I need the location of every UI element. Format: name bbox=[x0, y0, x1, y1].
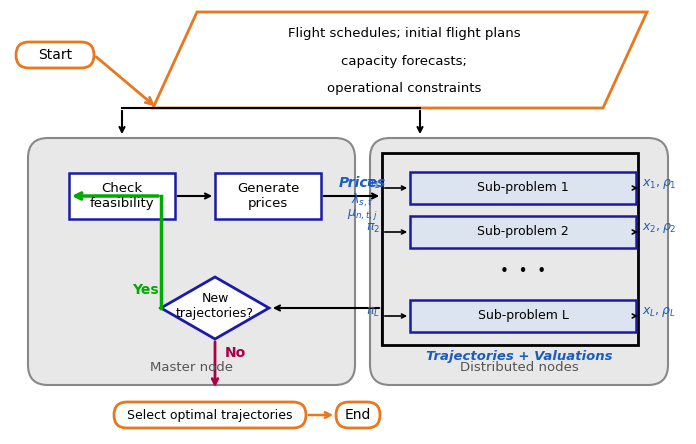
Text: Trajectories + Valuations: Trajectories + Valuations bbox=[426, 349, 612, 362]
Text: No: No bbox=[224, 346, 246, 360]
Bar bbox=[410, 300, 636, 332]
Text: trajectories?: trajectories? bbox=[176, 308, 254, 321]
Text: operational constraints: operational constraints bbox=[327, 82, 481, 95]
Text: feasibility: feasibility bbox=[90, 198, 155, 210]
Text: $\mu_{n,t,j}$: $\mu_{n,t,j}$ bbox=[347, 206, 378, 222]
Bar bbox=[410, 216, 636, 248]
Text: $\pi_2$: $\pi_2$ bbox=[366, 222, 380, 234]
FancyBboxPatch shape bbox=[114, 402, 306, 428]
FancyBboxPatch shape bbox=[28, 138, 355, 385]
Text: prices: prices bbox=[248, 198, 288, 210]
Text: End: End bbox=[345, 408, 371, 422]
Text: $x_L, \rho_L$: $x_L, \rho_L$ bbox=[642, 305, 676, 319]
FancyBboxPatch shape bbox=[16, 42, 94, 68]
Text: Prices: Prices bbox=[339, 176, 386, 190]
Text: New: New bbox=[201, 292, 229, 305]
Text: Master node: Master node bbox=[150, 361, 233, 373]
Text: $x_2, \rho_2$: $x_2, \rho_2$ bbox=[642, 221, 677, 235]
Text: •  •  •: • • • bbox=[500, 265, 546, 280]
Polygon shape bbox=[161, 277, 269, 339]
Text: Sub-problem 2: Sub-problem 2 bbox=[477, 226, 569, 238]
Text: Generate: Generate bbox=[237, 182, 299, 194]
Bar bbox=[410, 172, 636, 204]
Polygon shape bbox=[153, 12, 647, 108]
Text: Start: Start bbox=[38, 48, 72, 62]
Bar bbox=[69, 173, 175, 219]
Text: capacity forecasts;: capacity forecasts; bbox=[341, 56, 467, 68]
Text: $\pi_1$: $\pi_1$ bbox=[365, 178, 380, 190]
Bar bbox=[382, 153, 638, 345]
Text: Flight schedules; initial flight plans: Flight schedules; initial flight plans bbox=[287, 27, 521, 40]
Text: Check: Check bbox=[102, 182, 143, 194]
Text: Sub-problem 1: Sub-problem 1 bbox=[477, 182, 569, 194]
Text: Select optimal trajectories: Select optimal trajectories bbox=[127, 408, 293, 421]
Text: $x_1, \rho_1$: $x_1, \rho_1$ bbox=[642, 177, 677, 191]
Text: Yes: Yes bbox=[132, 283, 158, 297]
Text: Sub-problem L: Sub-problem L bbox=[477, 309, 569, 322]
Bar bbox=[215, 173, 321, 219]
Text: $\pi_L$: $\pi_L$ bbox=[366, 305, 380, 318]
FancyBboxPatch shape bbox=[336, 402, 380, 428]
FancyBboxPatch shape bbox=[370, 138, 668, 385]
Text: $\lambda_{s,t}$: $\lambda_{s,t}$ bbox=[351, 191, 374, 209]
Text: Distributed nodes: Distributed nodes bbox=[459, 361, 578, 373]
